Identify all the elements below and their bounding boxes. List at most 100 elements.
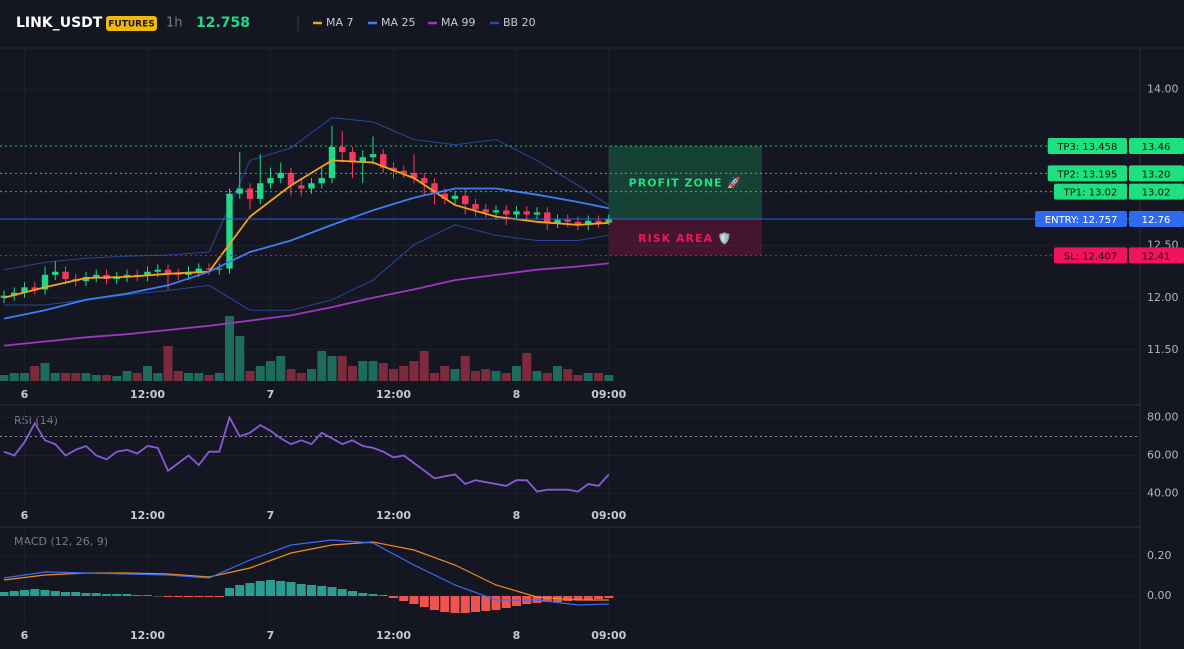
histogram-bar	[399, 596, 409, 601]
volume-bar	[522, 353, 532, 381]
histogram-bar	[450, 596, 460, 613]
x-tick-label: 7	[267, 509, 275, 522]
histogram-bar	[163, 596, 173, 597]
volume-bar	[512, 366, 521, 381]
bb-upper	[3, 117, 610, 271]
candle-body	[226, 193, 233, 269]
volume-bar	[460, 356, 470, 381]
candle-body	[451, 195, 459, 199]
level-label-box	[1054, 247, 1127, 264]
candle-body	[339, 146, 346, 153]
histogram-bar	[255, 581, 265, 596]
candle-body	[441, 193, 448, 199]
histogram-bar	[0, 592, 9, 596]
level-label: TP1: 13.02	[1063, 188, 1118, 199]
volume-bar	[132, 373, 142, 381]
x-tick-label: 12:00	[130, 509, 165, 522]
volume-bar	[430, 373, 439, 381]
candle-body	[472, 204, 479, 210]
y-tick-label: 11.50	[1147, 343, 1179, 356]
volume-bar	[389, 369, 398, 381]
candle-body	[236, 188, 243, 194]
volume-bar	[594, 373, 603, 381]
histogram-bar	[102, 594, 111, 596]
x-tick-label: 6	[21, 509, 29, 522]
histogram-bar	[91, 593, 101, 596]
candle-body	[123, 274, 131, 277]
candle-body	[328, 146, 336, 179]
candle-body	[482, 209, 489, 213]
legend-label: BB 20	[503, 16, 536, 29]
candle-body	[369, 154, 377, 158]
histogram-bar	[409, 596, 419, 604]
level-axis-label: 13.20	[1142, 169, 1171, 180]
volume-bar	[173, 371, 183, 381]
volume-bar	[266, 361, 275, 381]
volume-bar	[307, 369, 316, 381]
histogram-bar	[573, 596, 583, 600]
histogram-bar	[122, 594, 132, 596]
histogram-bar	[173, 596, 183, 597]
volume-bar	[20, 373, 29, 381]
level-label-box	[1035, 210, 1127, 227]
x-tick-label: 7	[267, 629, 275, 642]
level-label-box	[1047, 138, 1127, 155]
histogram-bar	[368, 594, 378, 596]
volume-bar	[255, 366, 265, 381]
candle-body	[585, 220, 592, 225]
histogram-bar	[225, 588, 234, 596]
histogram-bar	[563, 596, 573, 601]
level-axis-box	[1129, 183, 1184, 200]
volume-bar	[102, 375, 111, 381]
histogram-bar	[419, 596, 429, 607]
histogram-bar	[266, 580, 275, 596]
volume-bar	[235, 336, 245, 381]
histogram-bar	[194, 596, 204, 597]
candle-body	[93, 274, 100, 277]
histogram-bar	[132, 595, 142, 596]
y-tick-label: 80.00	[1147, 411, 1179, 424]
histogram-bar	[276, 581, 286, 596]
candle-body	[400, 170, 407, 173]
volume-bar	[532, 371, 542, 381]
x-tick-label: 12:00	[130, 388, 165, 401]
histogram-bar	[214, 596, 224, 597]
candle-body	[195, 268, 202, 272]
histogram-bar	[286, 582, 296, 596]
volume-bar	[491, 371, 501, 381]
volume-bar	[9, 373, 19, 381]
level-label: SL: 12.407	[1064, 251, 1117, 262]
volume-bar	[214, 373, 224, 381]
level-axis-label: 12.76	[1142, 215, 1171, 226]
candle-body	[82, 276, 90, 282]
volume-bar	[378, 363, 388, 381]
macd-line	[3, 539, 609, 606]
badge-text: FUTURES	[108, 20, 154, 30]
histogram-bar	[542, 596, 552, 602]
candle-body	[205, 268, 213, 270]
histogram-bar	[204, 596, 214, 597]
histogram-bar	[604, 596, 614, 598]
x-tick-label: 8	[513, 388, 521, 401]
volume-bar	[225, 316, 234, 381]
volume-bar	[399, 366, 409, 381]
legend-label: MA 7	[326, 16, 354, 29]
candle-body	[380, 154, 387, 168]
candle-body	[31, 287, 38, 290]
last-price: 12.758	[196, 15, 250, 31]
volume-bar	[143, 366, 152, 381]
volume-bar	[337, 356, 347, 381]
candle-body	[62, 271, 69, 280]
candle-body	[277, 172, 284, 179]
level-axis-box	[1129, 247, 1184, 264]
volume-bar	[245, 371, 255, 381]
symbol: LINK_USDT	[16, 15, 103, 31]
x-tick-label: 12:00	[130, 629, 165, 642]
histogram-bar	[71, 592, 81, 596]
histogram-bar	[594, 596, 603, 599]
level-axis-label: 13.02	[1142, 188, 1171, 199]
volume-bar	[409, 361, 419, 381]
level-label: ENTRY: 12.757	[1045, 215, 1118, 226]
